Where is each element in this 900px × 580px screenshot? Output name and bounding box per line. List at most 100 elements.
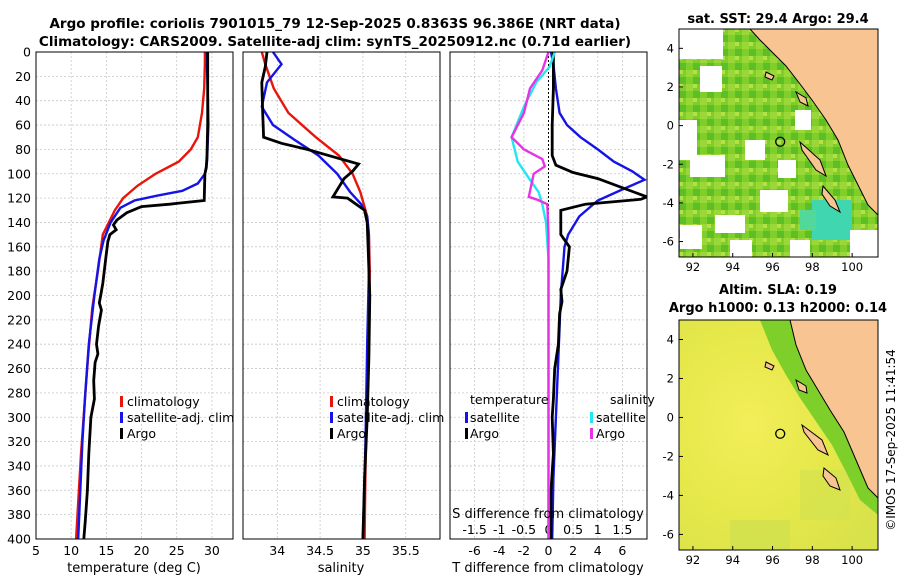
depth-tick-label: 380: [7, 507, 31, 522]
temperature-panel: 0 20 40 60 80 100 120 140 160 180 200 220 240 260 280 3…: [7, 45, 234, 577]
copyright-text: ©IMOS 17-Sep-2025 11:41:54: [884, 349, 898, 531]
sst-map-title: sat. SST: 29.4 Argo: 29.4: [687, 12, 868, 27]
legend-swatch-satellite: [330, 412, 333, 423]
salinity-tick-labels: 34 34.5 35 35.5: [269, 543, 419, 558]
x-tick-label: 35.5: [392, 543, 420, 558]
sst-land-island: [821, 184, 842, 214]
salinity-legend: climatology satellite-adj. clim Argo: [330, 394, 444, 441]
sla-low-patch: [730, 520, 790, 550]
depth-tick-label: 260: [7, 361, 31, 376]
depth-tick-label: 180: [7, 264, 31, 279]
s-diff-tick-label: -0.5: [512, 522, 536, 537]
sst-argo-position-marker: [775, 136, 786, 147]
map-lon-tick-label: 94: [725, 553, 740, 567]
temperature-grid: [35, 51, 233, 540]
sla-map-frame: [678, 319, 879, 551]
map-lat-tick-label: -4: [663, 488, 674, 502]
legend-swatch-climatology: [120, 396, 123, 407]
depth-tick-label: 340: [7, 458, 31, 473]
legend-label-t-argo: Argo: [470, 426, 499, 441]
temperature-legend: climatology satellite-adj. clim Argo: [120, 394, 234, 441]
temperature-axes-box: [35, 51, 234, 540]
sla-land-sumatra: [789, 320, 878, 499]
difference-panel: -6 -4 -2 0 2 4 6 -1.5 -1 -0.5 0 0.5 1 1.5 T differen…: [449, 51, 655, 576]
legend-swatch-argo: [330, 428, 333, 439]
s-diff-tick-label: 1: [594, 522, 602, 537]
depth-tick-label: 0: [23, 45, 31, 60]
difference-axes-box: [449, 51, 648, 540]
map-lat-tick-label: -6: [663, 235, 674, 249]
legend-label-s-satellite: satellite: [596, 410, 646, 425]
depth-tick-label: 240: [7, 337, 31, 352]
x-tick-label: 35: [355, 543, 371, 558]
map-lon-tick-label: 100: [841, 260, 863, 274]
sst-map-tick-labels: 92 94 96 98 100 4 2 0 -2 -4 -6: [663, 41, 864, 274]
depth-tick-label: 140: [7, 215, 31, 230]
depth-tick-label: 220: [7, 312, 31, 327]
map-lat-tick-label: 0: [667, 119, 674, 133]
salinity-xlabel: salinity: [318, 561, 365, 576]
s-diff-tick-label: 0.5: [563, 522, 583, 537]
depth-tick-label: 120: [7, 191, 31, 206]
depth-tick-labels: 0 20 40 60 80 100 120 140 160 180 200 220 240 260 280 3…: [7, 45, 31, 547]
x-tick-label: 5: [32, 543, 40, 558]
difference-legend: temperature salinity satellite Argo sate…: [465, 392, 655, 441]
legend-label-argo: Argo: [127, 426, 156, 441]
x-tick-label: -4: [493, 543, 506, 558]
map-lat-tick-label: -4: [663, 196, 674, 210]
x-tick-label: 4: [594, 543, 602, 558]
map-lon-tick-label: 94: [725, 260, 740, 274]
sla-land-island: [795, 378, 808, 394]
legend-label-climatology: climatology: [127, 394, 200, 409]
legend-label-argo: Argo: [337, 426, 366, 441]
map-lon-tick-label: 96: [765, 553, 780, 567]
x-tick-label: 6: [618, 543, 626, 558]
legend-title-salinity: salinity: [610, 392, 655, 407]
map-lat-tick-label: 2: [667, 80, 674, 94]
figure-title-line1: Argo profile: coriolis 7901015_79 12-Sep…: [49, 16, 620, 32]
legend-label-climatology: climatology: [337, 394, 410, 409]
sla-map-image: [679, 320, 878, 550]
legend-swatch-s-satellite: [590, 412, 593, 423]
depth-tick-label: 20: [15, 69, 31, 84]
temperature-argo-line: [82, 52, 210, 539]
legend-swatch-t-satellite: [465, 412, 468, 423]
legend-swatch-s-argo: [590, 428, 593, 439]
x-tick-label: 20: [134, 543, 150, 558]
sla-land-island: [801, 423, 829, 457]
legend-swatch-t-argo: [465, 428, 468, 439]
figure-title-line2: Climatology: CARS2009. Satellite-adj cli…: [39, 34, 631, 50]
depth-tick-label: 400: [7, 532, 31, 547]
depth-tick-label: 40: [15, 93, 31, 108]
depth-tick-label: 200: [7, 288, 31, 303]
salinity-satellite-line: [260, 52, 371, 539]
s-diff-tick-label: 1.5: [612, 522, 632, 537]
map-lat-tick-label: -2: [663, 157, 674, 171]
depth-tick-label: 300: [7, 410, 31, 425]
salinity-argo-line: [260, 52, 372, 539]
x-tick-label: 2: [569, 543, 577, 558]
map-lat-tick-label: 0: [667, 410, 674, 424]
depth-tick-label: 280: [7, 385, 31, 400]
map-lat-tick-label: 2: [667, 371, 674, 385]
temperature-tick-labels: 5 10 15 20 25 30: [32, 543, 220, 558]
x-tick-label: -2: [518, 543, 530, 558]
x-tick-label: 0: [545, 543, 553, 558]
depth-tick-label: 360: [7, 483, 31, 498]
t-diff-argo-line: [549, 52, 647, 539]
sst-map-frame: [678, 28, 879, 258]
s-diff-argo-line: [510, 52, 550, 539]
sla-map-panel: Altim. SLA: 0.19 Argo h1000: 0.13 h2000:…: [663, 283, 888, 567]
temperature-xlabel: temperature (deg C): [67, 561, 201, 576]
sla-land-island: [822, 467, 841, 491]
legend-swatch-climatology: [330, 396, 333, 407]
sst-land-island: [794, 90, 809, 107]
sst-map-image: [679, 29, 878, 257]
sst-anomaly-edge: [800, 210, 816, 230]
map-lon-tick-label: 98: [805, 260, 820, 274]
depth-tick-label: 100: [7, 166, 31, 181]
t-difference-tick-labels: -6 -4 -2 0 2 4 6: [468, 543, 626, 558]
map-lon-tick-label: 98: [805, 553, 820, 567]
sla-map-tick-labels: 92 94 96 98 100 4 2 0 -2 -4 -6: [663, 332, 864, 567]
legend-swatch-argo: [120, 428, 123, 439]
